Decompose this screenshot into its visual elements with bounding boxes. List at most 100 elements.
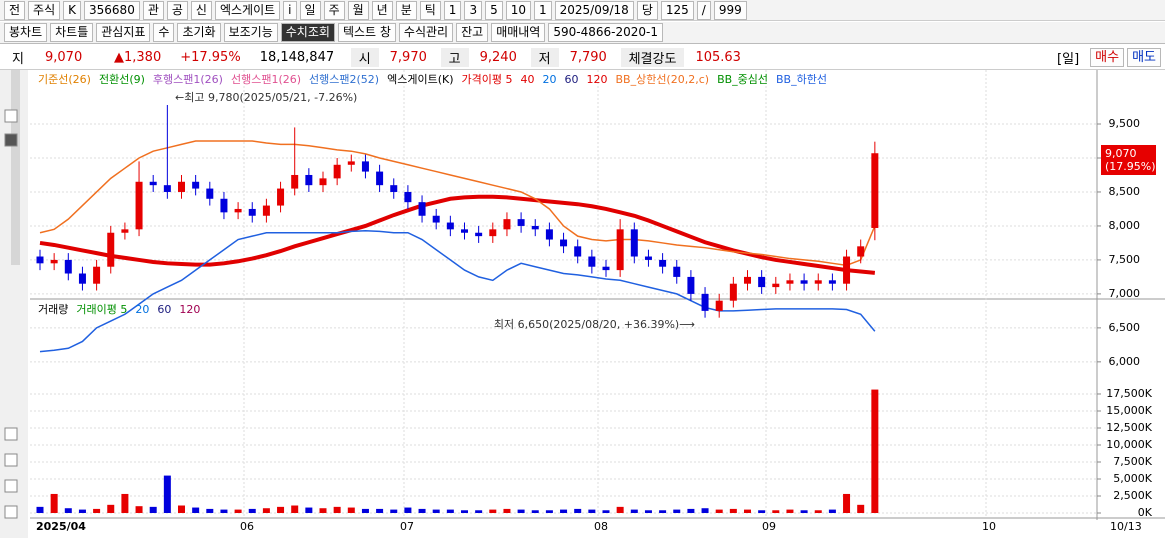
toolbar-button[interactable]: 신 [190,0,212,20]
toolbar-button[interactable]: 초기화 [177,23,221,42]
toolbar-button[interactable]: 잔고 [456,23,489,42]
candle-body [574,246,582,257]
candle-body [517,219,525,226]
candle-body [857,246,865,257]
toolbar-button[interactable]: 3 [464,0,483,20]
legend-entry: 거래량 [38,303,68,316]
toolbar-button[interactable]: 일 [299,0,321,20]
volume-bar [814,510,822,513]
toolbar-button[interactable]: 전 [4,0,26,20]
volume-bar [644,510,652,513]
rate: +17.95% [180,50,241,65]
volume: 18,148,847 [259,50,335,65]
period[interactable]: [일] [1057,52,1080,67]
toolbar-button[interactable]: 356680 [84,0,140,20]
volume-bar [489,509,497,513]
toolbar-button[interactable]: i [283,0,297,20]
toolbar-button[interactable]: 2025/09/18 [554,0,634,20]
volume-bar [163,475,171,513]
legend-entry: 선행스팬1(26) [231,73,301,86]
y-tick-label: 10,000K [1106,438,1152,451]
candle-body [560,239,568,247]
toolbar-button[interactable]: 차트틀 [50,23,94,42]
toolbar-button[interactable]: 1 [443,0,462,20]
toolbar-button[interactable]: 1 [534,0,552,20]
side-button[interactable] [4,479,18,493]
toolbar-button[interactable]: 수식관리 [398,23,454,42]
volume-bar [843,493,851,513]
toolbar-button[interactable]: 년 [371,0,393,20]
price: 9,070 [45,50,83,65]
volume-bar [588,509,596,513]
toolbar-button[interactable]: 보조기능 [223,23,278,42]
y-tick-label: 15,000K [1106,404,1152,417]
volume-bar [545,510,553,513]
toolbar-button[interactable]: 텍스트 창 [337,23,396,42]
toolbar-button[interactable]: 10 [505,0,531,20]
volume-bar [206,508,214,513]
candle-body [673,266,681,277]
side-button[interactable] [4,453,18,467]
toolbar-button[interactable]: 999 [713,0,747,20]
toolbar-button[interactable]: 수 [153,23,175,42]
legend-entry: 120 [586,73,607,86]
tab[interactable]: 지 [12,52,24,67]
toolbar-button[interactable]: 주식 [28,0,61,20]
volume-bar [319,508,327,513]
toolbar-button[interactable]: 봉차트 [4,23,48,42]
volume-bar [800,510,808,513]
candle-body [319,178,327,186]
candle-body [475,232,483,237]
buy-button[interactable]: 매수 [1090,48,1125,67]
toolbar-button[interactable]: 590-4866-2020-1 [548,23,663,42]
toolbar-button[interactable]: 틱 [419,0,441,20]
candle-body [121,229,129,233]
candle-body [772,283,780,288]
toolbar-button[interactable]: 분 [395,0,417,20]
toolbar-button[interactable]: 당 [636,0,658,20]
x-tick-label: 2025/04 [36,520,86,533]
y-tick-label: 12,500K [1106,421,1152,434]
toolbar-button[interactable]: K [63,0,82,20]
legend-entry: BB_중심선 [717,73,768,86]
y-tick-label: 8,500 [1109,185,1141,198]
candle-body [659,259,667,267]
toolbar-button[interactable]: 주 [323,0,345,20]
side-button[interactable] [4,133,18,147]
indicator-line [39,140,876,267]
open-label: 시 [350,48,379,67]
candle-body [220,198,228,213]
candle-body [262,205,270,216]
candle-body [333,164,341,179]
volume-bar [333,506,341,513]
y-tick-label: 6,000 [1109,355,1141,368]
volume-bar [107,504,115,513]
volume-bar [220,509,228,513]
toolbar-button[interactable]: 엑스게이트 [214,0,281,20]
legend-entry: 선행스팬2(52) [309,73,379,86]
volume-bar [729,508,737,513]
open: 7,970 [389,50,427,65]
side-button[interactable] [4,427,18,441]
candle-body [418,202,426,216]
toolbar-button[interactable]: / [696,0,711,20]
toolbar-button[interactable]: 관심지표 [96,23,151,42]
toolbar-button[interactable]: 관 [142,0,164,20]
side-button[interactable] [4,505,18,519]
scrollbar[interactable] [11,70,20,265]
toolbar-button[interactable]: 월 [347,0,369,20]
candle-body [64,259,72,274]
volume-bar [687,508,695,513]
toolbar-button[interactable]: 매매내역 [491,23,546,42]
legend-entry: 후행스팬1(26) [153,73,223,86]
volume-bar [248,508,256,513]
toolbar-button[interactable]: 5 [485,0,503,20]
volume-bar [404,507,412,513]
toolbar-button[interactable]: 125 [660,0,694,20]
toolbar-button[interactable]: 공 [166,0,188,20]
y-tick-label: 7,500K [1113,455,1152,468]
sell-button[interactable]: 매도 [1127,48,1161,67]
toolbar-button[interactable]: 수치조회 [280,23,335,42]
side-button[interactable] [4,109,18,123]
high: 9,240 [479,50,517,65]
